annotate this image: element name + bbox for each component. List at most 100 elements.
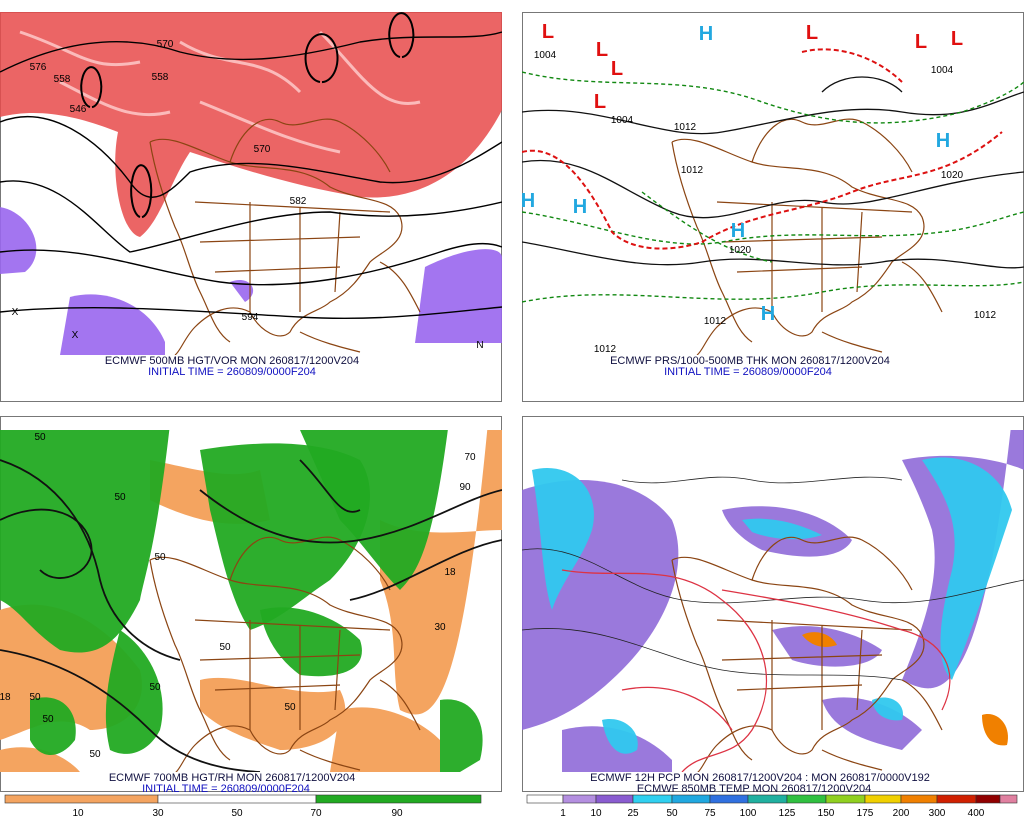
contour-label: 50 [154, 552, 166, 563]
colorbar-segment [975, 794, 1001, 804]
contour-line [349, 539, 502, 601]
contour-line [0, 508, 93, 579]
precip-heavy [802, 632, 837, 647]
vorticity-streak [199, 100, 341, 154]
colorbar-rh: 10 30 50 70 90 [4, 794, 482, 819]
initial-time: INITIAL TIME = 260809/0000F204 [142, 783, 310, 795]
contour-label: 50 [284, 702, 296, 713]
contour-line [821, 76, 903, 93]
contour-label: 90 [459, 482, 471, 493]
contour-label: 1012 [681, 165, 704, 176]
colorbar-segment [747, 794, 788, 804]
caption-secondary: ECMWF 850MB TEMP MON 260817/1200V204 [637, 783, 871, 795]
precip-moderate [532, 468, 594, 610]
contour-label: 30 [434, 622, 446, 633]
low-center: L [915, 31, 927, 53]
rh-dry-area [330, 707, 440, 772]
initial-time: INITIAL TIME = 260809/0000F204 [664, 366, 832, 378]
border-line [821, 261, 943, 353]
rh-moist-area [105, 630, 163, 754]
high-center: H [573, 196, 587, 218]
contour-line [621, 476, 903, 484]
contour-line [0, 31, 502, 73]
vorticity-streak [19, 30, 141, 67]
contour-label: 582 [290, 196, 307, 207]
contour-label: 576 [30, 62, 47, 73]
contour-line [0, 649, 261, 772]
colorbar-segment [825, 794, 866, 804]
contour-label: 1012 [704, 316, 727, 327]
colorbar-segment [562, 794, 597, 804]
contour-label: 50 [114, 492, 126, 503]
initial-time: INITIAL TIME = 260809/0000F204 [148, 366, 316, 378]
low-center: L [596, 39, 608, 61]
border-line [194, 619, 391, 730]
contour-line [0, 306, 502, 320]
high-center: H [521, 190, 535, 212]
contour-label: 70 [464, 452, 476, 463]
border-line [149, 559, 231, 761]
contour-label: 50 [29, 692, 41, 703]
border-line [194, 201, 391, 312]
colorbar-label: 1 [560, 808, 566, 819]
map-pressure [522, 48, 1024, 355]
map-precip [522, 430, 1024, 772]
colorbar-segment [4, 794, 159, 804]
colorbar-label: 30 [152, 808, 164, 819]
rh-moist-area [440, 699, 483, 772]
border-line [716, 201, 913, 312]
border-line [149, 138, 403, 355]
colorbar-label: 200 [893, 808, 910, 819]
caption: ECMWF 12H PCP MON 260817/1200V204 : MON … [590, 772, 930, 784]
precip-moderate [602, 719, 638, 754]
vorticity-streak [179, 40, 302, 94]
colorbar-label: 75 [704, 808, 716, 819]
contour-label: 546 [70, 104, 87, 115]
contour-line [721, 589, 951, 711]
colorbar-label: 90 [391, 808, 403, 819]
contour-label: 50 [149, 682, 161, 693]
contour-line [0, 459, 181, 661]
precip-light [822, 697, 922, 750]
contour-line [522, 211, 1024, 245]
rh-moist-area [0, 430, 200, 653]
colorbar-segment [595, 794, 634, 804]
colorbar-segment [864, 794, 902, 804]
colorbar-precip: 1 10 25 50 75 100 125 150 175 200 300 400 [526, 794, 1018, 819]
colorbar-segment [526, 794, 564, 804]
contour-label: 50 [89, 749, 101, 760]
contour-line [388, 12, 415, 59]
colorbar-segment [786, 794, 827, 804]
colorbar-segment [632, 794, 673, 804]
contour-label: 1012 [974, 310, 997, 321]
contour-line [522, 548, 1024, 604]
vorticity-negative [415, 249, 502, 343]
vorticity-negative [230, 280, 254, 302]
border-line [671, 141, 753, 343]
low-center: L [806, 22, 818, 44]
colorbar-label: 100 [740, 808, 757, 819]
colorbar-label: 50 [231, 808, 243, 819]
contour-line [304, 33, 339, 84]
border-line [821, 679, 943, 771]
high-center: H [936, 130, 950, 152]
vorticity-negative [0, 207, 37, 274]
contour-line [299, 459, 361, 513]
contour-line [0, 243, 502, 286]
border-line [299, 679, 421, 771]
vorticity-streak [59, 80, 171, 117]
high-center: H [761, 303, 775, 325]
contour-label: 18 [444, 567, 456, 578]
border-line [299, 261, 421, 353]
contour-label: 18 [0, 692, 11, 703]
border-line [149, 556, 403, 772]
contour-label: 1012 [594, 344, 617, 355]
contour-label: 1004 [611, 115, 634, 126]
precip-moderate [872, 697, 903, 721]
contour-line [130, 164, 153, 219]
low-center: L [951, 28, 963, 50]
low-center: L [594, 91, 606, 113]
panel-frame [0, 416, 502, 792]
contour-line [641, 191, 773, 263]
vorticity-streak [318, 30, 421, 105]
